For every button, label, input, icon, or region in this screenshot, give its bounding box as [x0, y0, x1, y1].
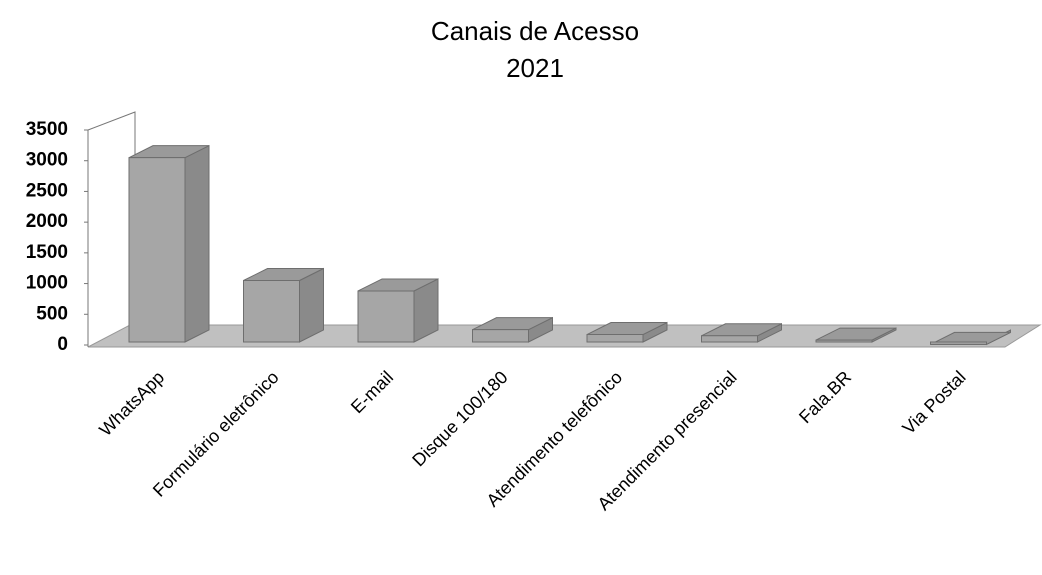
chart-title: Canais de Acesso [431, 16, 639, 46]
y-tick-label: 2000 [26, 211, 68, 232]
bar [930, 329, 1011, 346]
bar [243, 267, 324, 343]
bar [128, 144, 210, 343]
bar-front [586, 334, 644, 343]
y-tick-label: 3500 [26, 119, 68, 140]
bar-front [930, 341, 987, 345]
back-wall [87, 111, 136, 347]
chart-subtitle: 2021 [506, 53, 564, 83]
bar-front [701, 335, 758, 343]
bar-front [357, 290, 415, 343]
bar-front [472, 329, 529, 343]
bar-side [299, 267, 324, 343]
y-tick-label: 500 [36, 303, 68, 324]
y-tick-label: 1500 [26, 242, 68, 263]
y-tick-label: 0 [57, 334, 68, 355]
y-tick-label: 3000 [26, 150, 68, 171]
x-tick-label: WhatsApp [95, 367, 168, 440]
bar [586, 321, 668, 343]
x-tick-label: Fala.BR [795, 367, 855, 427]
x-tick-label: Disque 100/180 [408, 367, 511, 470]
y-tick-label: 1000 [26, 273, 68, 294]
x-tick-label: E-mail [347, 367, 397, 417]
x-tick-label: Via Postal [898, 367, 969, 438]
bar [472, 316, 553, 343]
y-tick-label: 2500 [26, 180, 68, 201]
bar [701, 322, 782, 343]
x-tick-label: Formulário eletrônico [149, 367, 283, 501]
bar-front [128, 157, 186, 343]
bar [357, 278, 439, 343]
floor [87, 324, 1042, 348]
bar-front [815, 339, 873, 343]
bar [815, 327, 897, 343]
bar-side [184, 144, 210, 343]
bar-front [243, 280, 300, 343]
